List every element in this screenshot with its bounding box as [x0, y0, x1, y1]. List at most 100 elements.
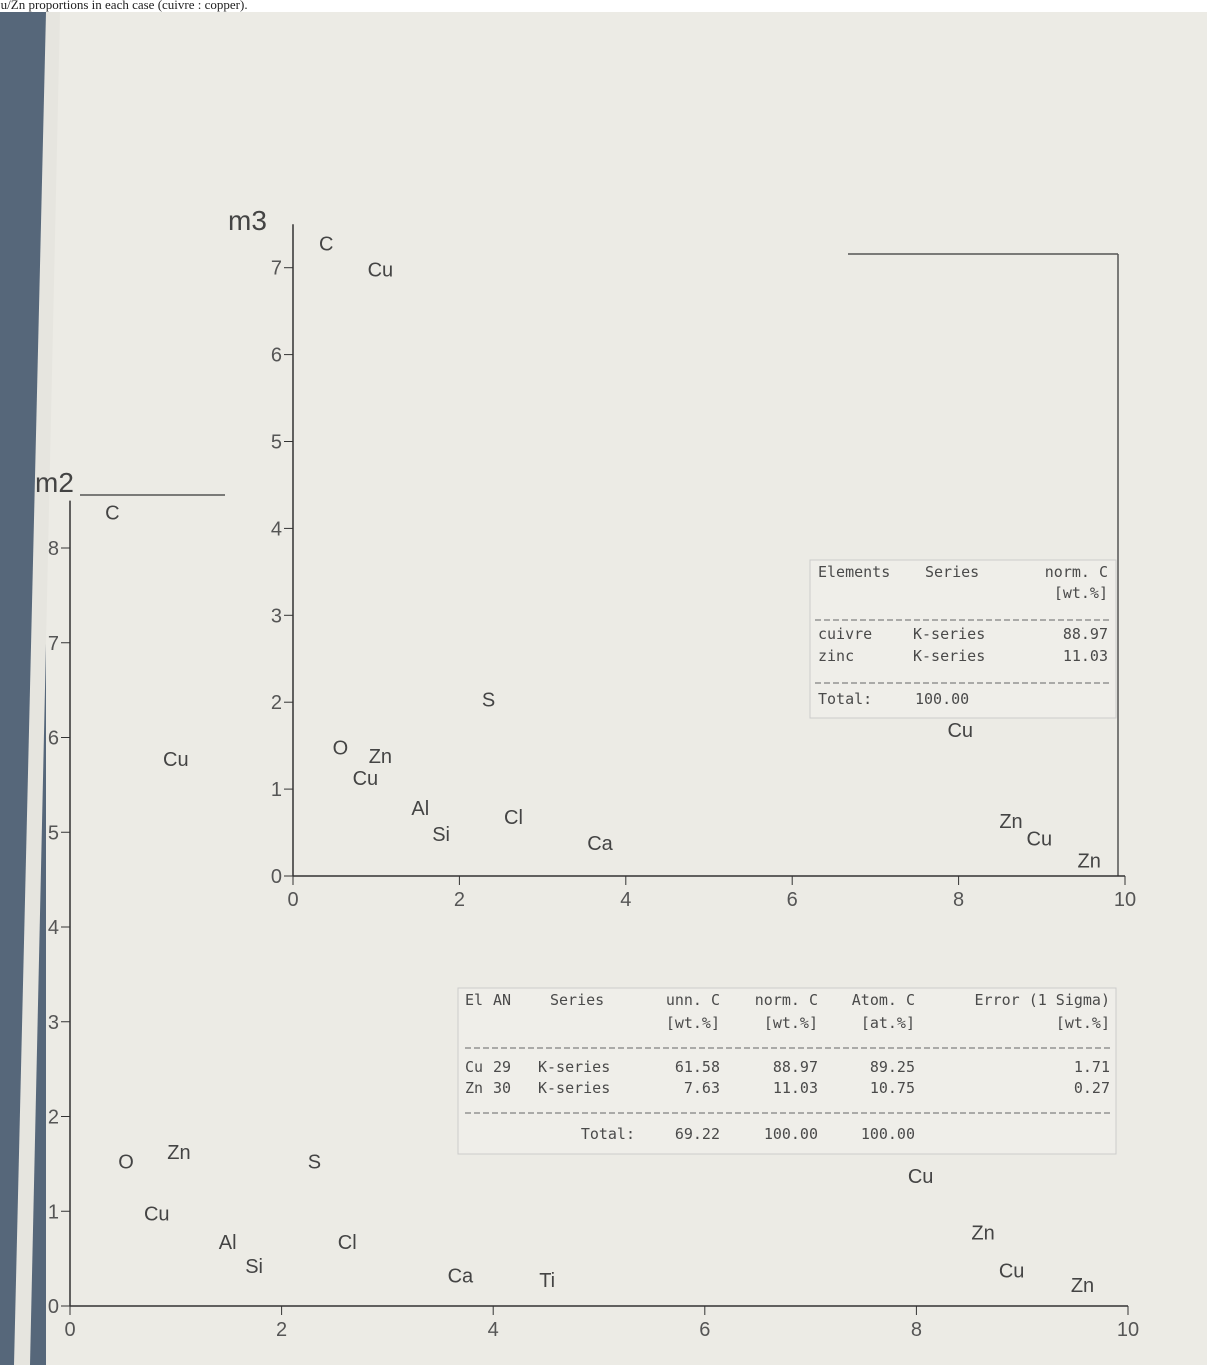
x-tick-label: 8 — [953, 889, 964, 911]
table-cell: K-series — [538, 1079, 610, 1097]
y-tick-label: 0 — [271, 866, 282, 888]
x-tick-label: 0 — [287, 889, 298, 911]
peak-label: C — [319, 233, 333, 255]
table-header: Series — [550, 991, 604, 1009]
peak-label: Zn — [167, 1142, 190, 1164]
peak-label: Cu — [144, 1204, 170, 1226]
x-tick-label: 10 — [1114, 889, 1136, 911]
peak-label: Si — [245, 1256, 263, 1278]
table-header: norm. C — [1045, 563, 1108, 581]
table-header: Error (1 Sigma) — [975, 991, 1110, 1009]
table-cell: 10.75 — [870, 1079, 915, 1097]
y-tick-label: 7 — [271, 258, 282, 280]
peak-label: S — [308, 1152, 321, 1174]
y-tick-label: 2 — [48, 1107, 59, 1129]
table-cell: 29 — [493, 1058, 511, 1076]
table-cell: Zn — [465, 1079, 483, 1097]
table-cell: K-series — [538, 1058, 610, 1076]
x-tick-label: 6 — [699, 1319, 710, 1341]
table-cell: 88.97 — [1063, 625, 1108, 643]
table-header: AN — [493, 991, 511, 1009]
table-cell: 7.63 — [684, 1079, 720, 1097]
table-cell: 61.58 — [675, 1058, 720, 1076]
x-tick-label: 2 — [454, 889, 465, 911]
table-header: El — [465, 991, 483, 1009]
peak-label: Zn — [999, 811, 1022, 833]
peak-label: S — [482, 690, 495, 712]
table-cell: 89.25 — [870, 1058, 915, 1076]
peak-label: Cu — [908, 1166, 934, 1188]
table-cell: 88.97 — [773, 1058, 818, 1076]
peak-label: Zn — [369, 746, 392, 768]
caption: Cu/Zn proportions in each case (cuivre :… — [0, 0, 248, 12]
y-tick-label: 5 — [271, 432, 282, 454]
y-tick-label: 2 — [271, 692, 282, 714]
table-header: unn. C — [666, 991, 720, 1009]
y-tick-label: 4 — [48, 917, 59, 939]
x-tick-label: 8 — [911, 1319, 922, 1341]
y-tick-label: 8 — [48, 538, 59, 560]
peak-label: Ti — [539, 1270, 555, 1292]
table-cell: 30 — [493, 1079, 511, 1097]
peak-label: Cu — [353, 768, 379, 790]
table-unit: [wt.%] — [764, 1014, 818, 1032]
table-cell: Cu — [465, 1058, 483, 1076]
peak-label: Cu — [368, 259, 394, 281]
y-tick-label: 1 — [48, 1201, 59, 1223]
x-tick-label: 2 — [276, 1319, 287, 1341]
y-tick-label: 7 — [48, 633, 59, 655]
peak-label: Cu — [1027, 829, 1053, 851]
table-total: Total: — [818, 690, 872, 708]
table-unit: [wt.%] — [1054, 584, 1108, 602]
x-tick-label: 0 — [64, 1319, 75, 1341]
y-tick-label: 6 — [271, 345, 282, 367]
table-cell: 1.71 — [1074, 1058, 1110, 1076]
table-header: Atom. C — [852, 991, 915, 1009]
table-cell: zinc — [818, 647, 854, 665]
table-header: Series — [925, 563, 979, 581]
table-unit: [wt.%] — [1056, 1014, 1110, 1032]
chart-title: m2 — [35, 467, 74, 498]
x-tick-label: 4 — [488, 1319, 499, 1341]
peak-label: Zn — [971, 1223, 994, 1245]
table-cell: 0.27 — [1074, 1079, 1110, 1097]
peak-label: Al — [411, 798, 429, 820]
chart-title: m3 — [228, 205, 267, 236]
peak-label: Cu — [947, 720, 973, 742]
peak-label: C — [105, 503, 119, 525]
y-tick-label: 5 — [48, 822, 59, 844]
table-total: 100.00 — [764, 1125, 818, 1143]
table-total: Total: — [581, 1125, 635, 1143]
peak-label: O — [333, 737, 349, 759]
peak-label: Cu — [999, 1261, 1025, 1283]
page: {"caption": "Cu/Zn proportions in each c… — [0, 0, 1207, 1365]
peak-label: Ca — [587, 833, 613, 855]
peak-label: O — [118, 1152, 134, 1174]
y-tick-label: 0 — [48, 1296, 59, 1318]
table-cell: 11.03 — [773, 1079, 818, 1097]
table-header: Elements — [818, 563, 890, 581]
table-unit: [at.%] — [861, 1014, 915, 1032]
peak-label: Si — [432, 824, 450, 846]
photo: Cu/Zn proportions in each case (cuivre :… — [0, 0, 1207, 1365]
table-cell: cuivre — [818, 625, 872, 643]
peak-label: Zn — [1071, 1275, 1094, 1297]
x-tick-label: 6 — [787, 889, 798, 911]
x-tick-label: 10 — [1117, 1319, 1139, 1341]
peak-label: Zn — [1078, 850, 1101, 872]
y-tick-label: 1 — [271, 779, 282, 801]
table-unit: [wt.%] — [666, 1014, 720, 1032]
table-cell: 11.03 — [1063, 647, 1108, 665]
peak-label: Al — [219, 1232, 237, 1254]
peak-label: Cu — [163, 749, 189, 771]
table-cell: K-series — [913, 647, 985, 665]
y-tick-label: 4 — [271, 518, 282, 540]
peak-label: Cl — [338, 1232, 357, 1254]
peak-label: Ca — [448, 1265, 474, 1287]
table-header: norm. C — [755, 991, 818, 1009]
y-tick-label: 3 — [271, 605, 282, 627]
table-cell: K-series — [913, 625, 985, 643]
table-total: 100.00 — [915, 690, 969, 708]
peak-label: Cl — [504, 807, 523, 829]
table-total: 100.00 — [861, 1125, 915, 1143]
